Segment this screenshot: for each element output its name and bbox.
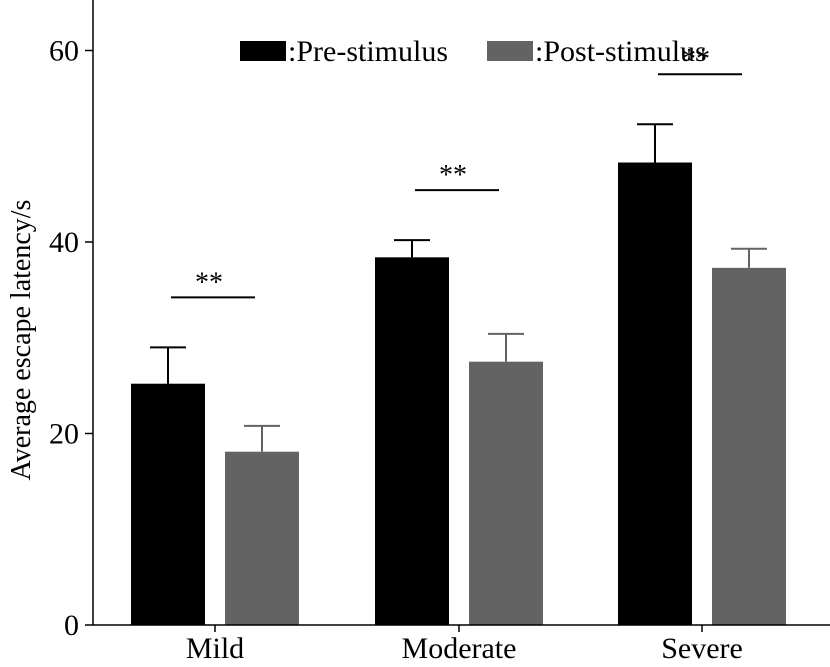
- error-bars-layer: [150, 123, 767, 452]
- significance-layer: ** ** **: [171, 44, 742, 299]
- x-tick-label-moderate: Moderate: [402, 632, 517, 665]
- significance-label: **: [195, 267, 223, 298]
- legend-label-pre: :Pre-stimulus: [288, 35, 448, 68]
- bar-pre-moderate: [375, 257, 449, 625]
- x-tick-label-severe: Severe: [661, 632, 743, 665]
- legend-label-post: :Post-stimulus: [535, 35, 707, 68]
- y-tick-label: 0: [64, 609, 79, 642]
- x-tick-labels: Mild Moderate Severe: [186, 625, 743, 665]
- x-tick-label-mild: Mild: [186, 632, 244, 665]
- legend: :Pre-stimulus :Post-stimulus: [240, 35, 707, 68]
- y-ticks: 0 20 40 60: [49, 35, 93, 642]
- y-tick-label: 40: [49, 226, 79, 259]
- bar-post-moderate: [469, 361, 543, 625]
- legend-swatch-pre: [240, 41, 286, 61]
- y-tick-label: 60: [49, 35, 79, 68]
- significance-label: **: [439, 160, 467, 191]
- bar-pre-severe: [618, 162, 692, 625]
- bar-pre-mild: [131, 383, 205, 625]
- bar-post-severe: [712, 267, 786, 625]
- legend-swatch-post: [487, 41, 533, 61]
- bars-layer: [131, 162, 786, 625]
- bar-post-mild: [225, 451, 299, 625]
- significance-label: **: [682, 44, 710, 75]
- axes: [92, 0, 830, 626]
- y-tick-label: 20: [49, 418, 79, 451]
- y-axis-title: Average escape latency/s: [6, 200, 37, 481]
